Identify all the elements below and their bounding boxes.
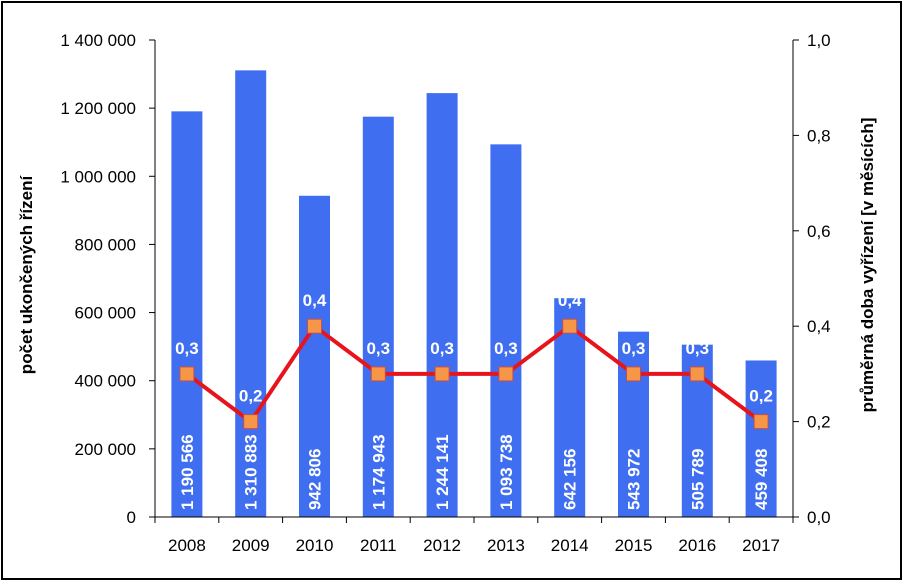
line-group <box>179 318 769 430</box>
bar-value-label: 505 789 <box>688 449 707 510</box>
x-tick-label: 2015 <box>615 536 653 555</box>
bar <box>745 360 777 517</box>
line-value-label: 0,4 <box>303 291 327 310</box>
x-tick-label: 2009 <box>232 536 270 555</box>
line-point-marker <box>434 366 450 382</box>
left-tick-label: 1 400 000 <box>60 31 136 50</box>
data-labels-group: 1 190 566 1 310 883 942 806 1 174 943 1 244 … <box>175 291 773 510</box>
bar-value-label: 1 244 141 <box>433 434 452 510</box>
line-value-label: 0,3 <box>430 339 454 358</box>
bar-value-label: 1 190 566 <box>178 434 197 510</box>
bar-value-label: 1 093 738 <box>497 434 516 510</box>
line-value-label: 0,3 <box>366 339 390 358</box>
left-tick-label: 0 <box>127 508 136 527</box>
bar <box>362 116 394 517</box>
right-tick-label: 0,2 <box>807 413 831 432</box>
right-tick-label: 0,0 <box>807 508 831 527</box>
line-value-label: 0,4 <box>558 291 582 310</box>
x-tick-label: 2013 <box>487 536 525 555</box>
bar-value-label: 642 156 <box>561 449 580 510</box>
x-tick-label: 2008 <box>168 536 206 555</box>
line-value-label: 0,3 <box>622 339 646 358</box>
right-axis-title: průměrná doba vyřízení [v měsících] <box>858 118 877 413</box>
left-tick-label: 200 000 <box>75 440 136 459</box>
left-tick-label: 800 000 <box>75 235 136 254</box>
bar <box>490 144 522 517</box>
line-value-label: 0,2 <box>239 387 263 406</box>
line-series <box>185 324 763 424</box>
x-tick-label: 2017 <box>742 536 780 555</box>
ticks-group: 0 200 000 400 000 600 000 800 000 1 000 000 1 … <box>60 31 830 555</box>
x-tick-label: 2010 <box>296 536 334 555</box>
line-point-marker <box>307 318 322 334</box>
line-value-label: 0,3 <box>494 339 518 358</box>
left-tick-label: 1 200 000 <box>60 99 136 118</box>
line-point-marker <box>498 366 514 382</box>
line-point-marker <box>370 366 386 382</box>
bar <box>171 111 203 518</box>
bar <box>426 93 458 517</box>
bar-value-label: 543 972 <box>625 449 644 510</box>
line-point-marker <box>179 366 195 382</box>
left-tick-label: 400 000 <box>75 372 136 391</box>
line-value-label: 0,3 <box>685 339 709 358</box>
x-tick-label: 2014 <box>551 536 589 555</box>
left-axis-title: počet ukončených řízení <box>17 175 36 375</box>
line-point-marker <box>562 318 578 334</box>
line-point-marker <box>243 414 259 430</box>
bar-value-label: 459 408 <box>752 449 771 510</box>
right-tick-label: 1,0 <box>807 31 831 50</box>
line-value-label: 0,3 <box>175 339 199 358</box>
right-tick-label: 0,4 <box>807 317 831 336</box>
right-tick-label: 0,8 <box>807 126 831 145</box>
line-point-marker <box>689 366 705 382</box>
bars-group <box>171 70 777 518</box>
x-tick-label: 2016 <box>678 536 716 555</box>
bar-value-label: 942 806 <box>306 449 325 510</box>
x-tick-label: 2012 <box>423 536 461 555</box>
line-value-label: 0,2 <box>749 387 773 406</box>
left-tick-label: 600 000 <box>75 304 136 323</box>
x-tick-label: 2011 <box>360 536 397 555</box>
bar <box>618 331 649 517</box>
line-point-marker <box>753 414 769 430</box>
left-tick-label: 1 000 000 <box>60 167 136 186</box>
bar <box>235 70 267 517</box>
bar-value-label: 1 174 943 <box>369 434 388 510</box>
bar <box>299 195 330 517</box>
right-tick-label: 0,6 <box>807 222 831 241</box>
bar-value-label: 1 310 883 <box>242 434 261 510</box>
line-point-marker <box>626 366 641 382</box>
